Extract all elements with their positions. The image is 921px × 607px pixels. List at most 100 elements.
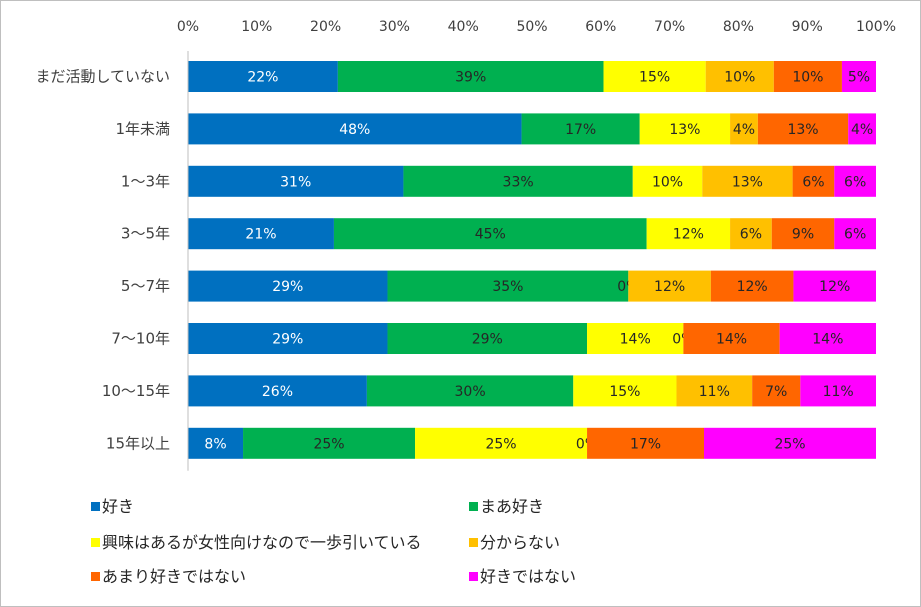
category-label: 5～7年 — [121, 277, 170, 295]
bar-segment — [366, 375, 574, 407]
data-label: 12% — [673, 227, 704, 243]
data-label: 10% — [792, 70, 823, 86]
legend-swatch — [91, 502, 100, 511]
data-label: 6% — [802, 174, 824, 190]
data-label: 33% — [503, 174, 534, 190]
legend-label: あまり好きではない — [102, 567, 246, 586]
bar-segment — [333, 218, 647, 250]
legend-swatch — [469, 502, 478, 511]
data-label: 17% — [630, 436, 661, 452]
data-label: 26% — [262, 384, 293, 400]
x-tick-label: 30% — [379, 19, 410, 35]
data-label: 29% — [272, 279, 303, 295]
bar-segment — [573, 375, 677, 407]
bar-segment — [415, 427, 588, 459]
data-label: 12% — [819, 279, 850, 295]
x-tick-label: 80% — [723, 19, 754, 35]
bar-segment — [792, 165, 835, 197]
data-label: 25% — [485, 436, 516, 452]
category-label: 3～5年 — [121, 225, 170, 243]
data-label: 4% — [733, 122, 755, 138]
data-label: 5% — [848, 70, 870, 86]
x-tick-label: 10% — [241, 19, 272, 35]
bar-segment — [639, 113, 731, 145]
bar-segment — [188, 375, 367, 407]
data-label: 10% — [724, 70, 755, 86]
bar-segment — [646, 218, 731, 250]
category-label: まだ活動していない — [35, 68, 170, 86]
legend-label: 興味はあるが女性向けなので一歩引いている — [102, 533, 422, 552]
bar-segment — [628, 270, 711, 302]
data-label: 11% — [823, 384, 854, 400]
data-label: 9% — [792, 227, 814, 243]
data-label: 30% — [455, 384, 486, 400]
bar-segment — [730, 218, 772, 250]
category-label: 10～15年 — [102, 382, 170, 400]
bar-segment — [521, 113, 640, 145]
legend-swatch — [469, 538, 478, 547]
data-label: 13% — [787, 122, 818, 138]
bar-segment — [337, 61, 604, 92]
data-label: 25% — [774, 436, 805, 452]
data-label: 15% — [609, 384, 640, 400]
data-label: 8% — [204, 436, 226, 452]
bar-segment — [403, 165, 633, 197]
data-label: 25% — [313, 436, 344, 452]
data-label: 35% — [492, 279, 523, 295]
legend-label: 分からない — [480, 533, 560, 552]
legend-label: 好き — [102, 497, 134, 516]
x-tick-label: 0% — [177, 19, 199, 35]
x-tick-label: 70% — [654, 19, 685, 35]
bar-segment — [188, 113, 522, 145]
category-label: 7～10年 — [111, 330, 170, 348]
bar-segment — [752, 375, 801, 407]
x-tick-label: 40% — [448, 19, 479, 35]
x-tick-label: 100% — [856, 19, 896, 35]
data-label: 12% — [654, 279, 685, 295]
bar-segment — [603, 61, 706, 92]
legend-label: 好きではない — [480, 567, 576, 586]
data-label: 15% — [639, 70, 670, 86]
bar-segment — [587, 323, 684, 354]
data-label: 29% — [472, 332, 503, 348]
bar-segment — [188, 165, 404, 197]
bar-segment — [834, 165, 876, 197]
data-label: 6% — [740, 227, 762, 243]
bar-segment — [387, 270, 629, 302]
category-label: 15年以上 — [106, 434, 170, 452]
bar-segment — [702, 165, 793, 197]
data-label: 21% — [245, 227, 276, 243]
bar-segment — [188, 427, 244, 459]
bar-segment — [387, 323, 588, 354]
data-label: 13% — [732, 174, 763, 190]
x-tick-label: 90% — [792, 19, 823, 35]
bar-segment — [188, 323, 388, 354]
legend-swatch — [91, 572, 100, 581]
category-label: 1～3年 — [121, 172, 170, 190]
data-label: 14% — [812, 332, 843, 348]
bar-segment — [773, 61, 842, 92]
data-label: 14% — [716, 332, 747, 348]
x-tick-label: 20% — [310, 19, 341, 35]
data-label: 48% — [339, 122, 370, 138]
bar-segment — [710, 270, 794, 302]
data-label: 17% — [565, 122, 596, 138]
x-tick-label: 50% — [516, 19, 547, 35]
bar-segment — [683, 323, 780, 354]
bar-segment — [243, 427, 416, 459]
bar-segment — [632, 165, 703, 197]
bar-segment — [188, 218, 334, 250]
legend-swatch — [469, 572, 478, 581]
bar-segment — [834, 218, 876, 250]
category-label: 1年未満 — [115, 120, 170, 138]
legend-label: まあ好き — [480, 497, 544, 516]
bar-segment — [800, 375, 876, 407]
data-label: 22% — [247, 70, 278, 86]
data-label: 10% — [652, 174, 683, 190]
data-label: 7% — [765, 384, 787, 400]
bar-segment — [188, 61, 338, 92]
data-label: 29% — [272, 332, 303, 348]
bar-segment — [793, 270, 876, 302]
